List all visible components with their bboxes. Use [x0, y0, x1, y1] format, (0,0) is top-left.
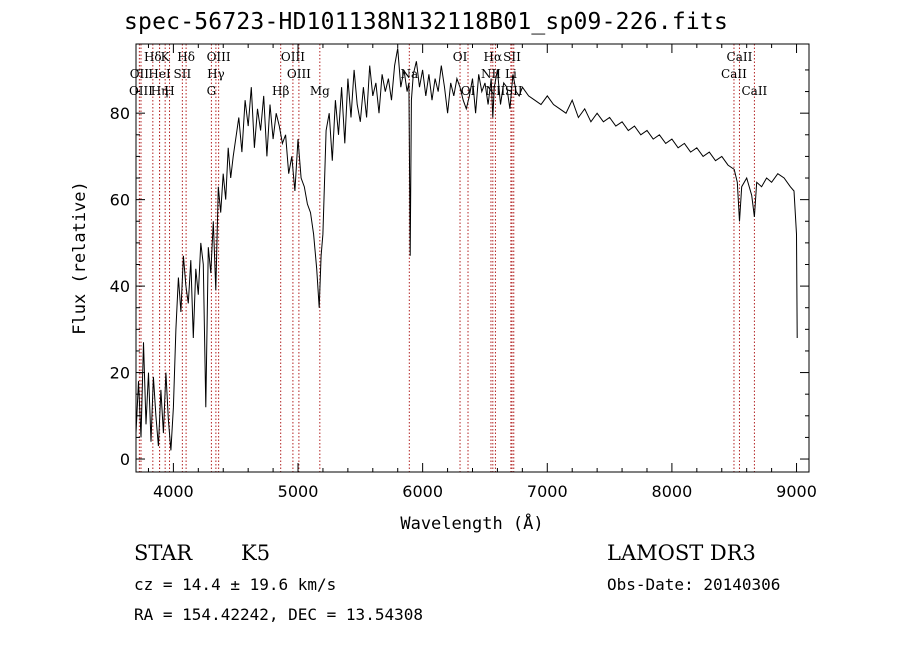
- chart-title: spec-56723-HD101138N132118B01_sp09-226.f…: [124, 9, 729, 35]
- marker-label: SII: [505, 84, 523, 98]
- marker-label: K: [161, 50, 171, 64]
- marker-label: G: [207, 84, 217, 98]
- y-tick-label: 40: [110, 277, 130, 296]
- survey-name: LAMOST DR3: [607, 541, 756, 565]
- spectrum-plot: 4000 5000 6000 7000 8000 9000 0 20 40 60 80 Hδ OII O…: [70, 43, 817, 534]
- marker-label: OIII: [287, 67, 311, 81]
- marker-label: HeI: [148, 67, 171, 81]
- marker-label: Mg: [310, 84, 330, 98]
- x-axis-label: Wavelength (Å): [400, 512, 543, 534]
- object-subclass: K5: [241, 541, 271, 565]
- marker-label: H: [164, 84, 174, 98]
- y-tick-label: 20: [110, 364, 130, 383]
- y-tick-label: 0: [120, 450, 130, 469]
- y-tick-label: 80: [110, 104, 130, 123]
- x-tick-label: 5000: [278, 482, 319, 501]
- marker-label: Hβ: [272, 84, 289, 98]
- line-marker-labels: Hδ OII OIII K HeI HηH Hδ SII OIII Hγ G Hβ OIII OIII Mg…: [129, 50, 768, 98]
- marker-label: Na: [400, 67, 418, 81]
- x-tick-label: 6000: [402, 482, 443, 501]
- marker-label: SII: [174, 67, 192, 81]
- marker-label: CaII: [741, 84, 767, 98]
- x-tick-label: 4000: [153, 482, 194, 501]
- marker-label: OI: [453, 50, 468, 64]
- object-class: STAR: [134, 541, 193, 565]
- marker-label: OIII: [207, 50, 231, 64]
- x-tick-label: 8000: [652, 482, 693, 501]
- plot-frame: [135, 43, 810, 473]
- marker-label: OIII: [129, 84, 153, 98]
- marker-label: Hα: [484, 50, 503, 64]
- y-axis-label: Flux (relative): [70, 181, 90, 335]
- redshift-value: cz = 14.4 ± 19.6 km/s: [134, 575, 337, 594]
- marker-label: NII: [481, 67, 501, 81]
- marker-label: CaII: [721, 67, 747, 81]
- spectrum-line: [135, 48, 798, 451]
- axis-ticks: 4000 5000 6000 7000 8000 9000 0 20 40 60 80: [110, 44, 817, 501]
- marker-label: Hγ: [207, 67, 225, 81]
- marker-label: SII: [503, 50, 521, 64]
- marker-label: OIII: [281, 50, 305, 64]
- marker-label: Hδ: [144, 50, 162, 64]
- marker-label: OI: [461, 84, 476, 98]
- observation-date: Obs-Date: 20140306: [607, 575, 781, 594]
- marker-label: Li: [505, 67, 517, 81]
- marker-label: Hδ: [177, 50, 195, 64]
- y-tick-label: 60: [110, 191, 130, 210]
- x-tick-label: 9000: [776, 482, 817, 501]
- marker-label: CaII: [727, 50, 753, 64]
- coordinates: RA = 154.42242, DEC = 13.54308: [134, 605, 423, 624]
- marker-label: NII: [485, 84, 505, 98]
- x-tick-label: 7000: [527, 482, 568, 501]
- marker-label: OII: [130, 67, 150, 81]
- marker-label: Hη: [151, 84, 169, 98]
